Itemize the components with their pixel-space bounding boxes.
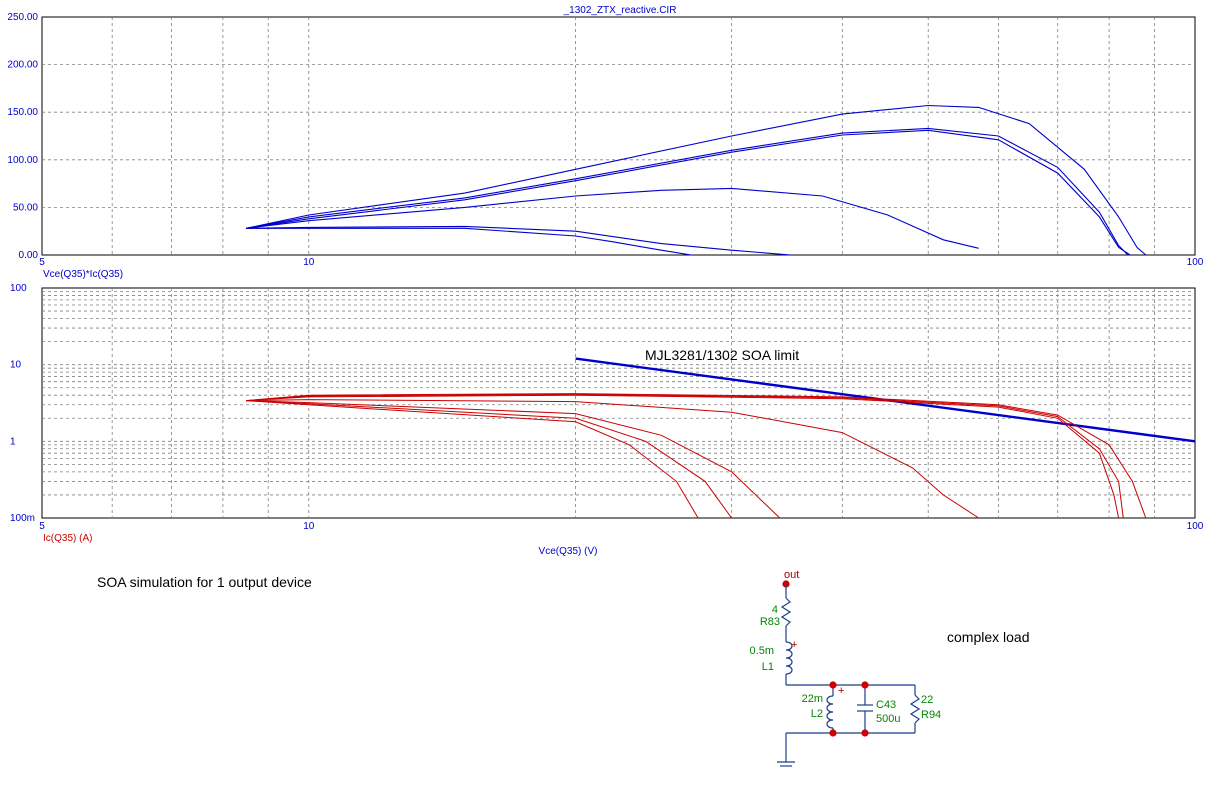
ic-curve: [246, 399, 979, 519]
ic-curve: [246, 400, 733, 519]
y-tick-label: 150.00: [7, 107, 38, 118]
x-tick-label: 10: [303, 257, 315, 268]
r94-name: R94: [921, 709, 941, 721]
r94-value: 22: [921, 694, 933, 706]
power-plot-x-ticks: 5 10 100: [39, 257, 1204, 268]
power-plot-y-ticks: 0.00 50.00 100.00 150.00 200.00 250.00: [7, 12, 38, 261]
c43-name: C43: [876, 699, 896, 711]
caption-text: SOA simulation for 1 output device: [97, 574, 312, 590]
r83-value: 4: [772, 604, 778, 616]
y-tick-label: 100m: [10, 513, 35, 524]
ic-curve: [246, 393, 1124, 519]
l2-inductor: [826, 695, 834, 729]
x-tick-label: 5: [39, 521, 45, 532]
ic-curve: [246, 400, 699, 519]
l1-inductor: [785, 641, 793, 675]
y-tick-label: 10: [10, 360, 22, 371]
soa-plot-x-ticks: 5 10 100: [39, 521, 1204, 532]
power-plot-series: [246, 104, 1147, 256]
l2-polarity-plus: +: [838, 685, 844, 697]
l1-value: 0.5m: [750, 645, 774, 657]
soa-plot-xlabel: Vce(Q35) (V): [539, 546, 598, 557]
power-plot-grid: [42, 17, 1195, 255]
y-tick-label: 250.00: [7, 12, 38, 23]
y-tick-label: 100.00: [7, 155, 38, 166]
soa-plot-ylabel: Ic(Q35) (A): [43, 533, 92, 544]
l2-value: 22m: [802, 693, 823, 705]
soa-plot-frame: [41, 287, 1196, 519]
power-curve: [246, 104, 1147, 256]
y-tick-label: 50.00: [13, 202, 38, 213]
y-tick-label: 1: [10, 436, 16, 447]
complex-load-label: complex load: [947, 629, 1030, 645]
soa-plot-grid: [42, 288, 1195, 518]
y-tick-label: 100: [10, 283, 27, 294]
power-plot-title: _1302_ZTX_reactive.CIR: [563, 5, 677, 16]
r94-resistor: [909, 694, 921, 724]
power-curve: [246, 227, 692, 256]
ic-curve: [246, 400, 781, 519]
soa-limit-annotation: MJL3281/1302 SOA limit: [645, 347, 799, 363]
power-plot: _1302_ZTX_reactive.CIR Vce(Q35)*Ic(Q35) …: [7, 5, 1203, 280]
soa-plot-series: [246, 357, 1196, 519]
soa-plot: MJL3281/1302 SOA limit Ic(Q35) (A) Vce(Q…: [10, 283, 1204, 557]
x-tick-label: 100: [1187, 257, 1204, 268]
net-label-out: out: [784, 569, 799, 581]
x-tick-label: 100: [1187, 521, 1204, 532]
x-tick-label: 10: [303, 521, 315, 532]
power-curve: [246, 187, 979, 249]
power-curve: [246, 225, 791, 256]
c43-value: 500u: [876, 713, 900, 725]
load-schematic: [777, 580, 921, 767]
ic-curve: [246, 394, 1120, 519]
power-curve: [246, 127, 1129, 256]
r83-resistor: [780, 597, 792, 627]
l1-polarity-plus: +: [791, 639, 797, 651]
soa-plot-y-ticks: 100m 1 10 100: [10, 283, 35, 524]
ic-curve: [246, 393, 1147, 519]
l2-name: L2: [811, 708, 823, 720]
y-tick-label: 0.00: [19, 250, 39, 261]
l1-name: L1: [762, 661, 774, 673]
x-tick-label: 5: [39, 257, 45, 268]
power-plot-frame: [41, 16, 1196, 256]
power-plot-ylabel: Vce(Q35)*Ic(Q35): [43, 269, 123, 280]
power-curve: [246, 129, 1131, 256]
r83-name: R83: [760, 616, 780, 628]
y-tick-label: 200.00: [7, 60, 38, 71]
